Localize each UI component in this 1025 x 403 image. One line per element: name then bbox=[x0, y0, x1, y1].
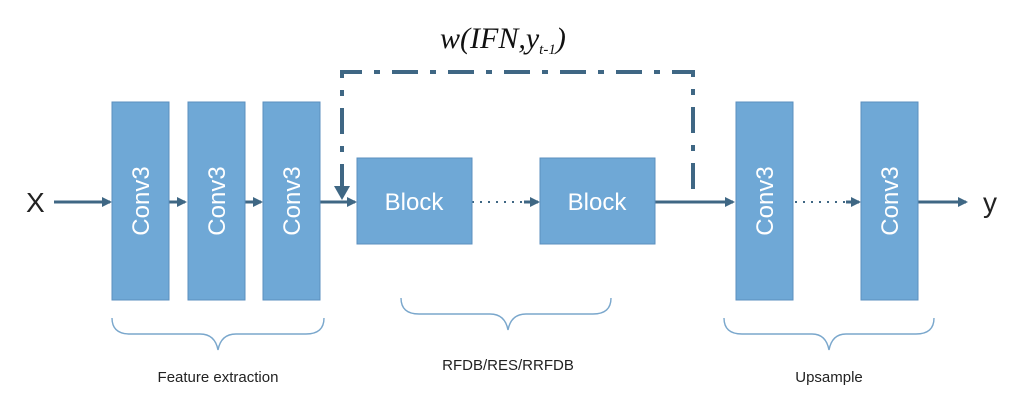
conv3-box-upsample-2: Conv3 bbox=[860, 101, 919, 301]
skip-connection-dashed bbox=[340, 70, 695, 202]
output-label: y bbox=[983, 187, 997, 218]
conv3-label-feature-2: Conv3 bbox=[204, 166, 231, 235]
conv3-label-feature-1: Conv3 bbox=[128, 166, 155, 235]
brace-feature-extraction bbox=[111, 317, 325, 351]
input-label: X bbox=[26, 187, 45, 218]
conv3-label-feature-3: Conv3 bbox=[279, 166, 306, 235]
skip-connection-arrowhead bbox=[334, 186, 350, 200]
formula-var: y bbox=[523, 22, 540, 55]
group-label-blocks: RFDB/RES/RRFDB bbox=[442, 357, 574, 374]
formula-suffix: ) bbox=[554, 22, 566, 55]
group-label-feature-extraction: Feature extraction bbox=[158, 369, 279, 386]
block-label-2: Block bbox=[568, 189, 628, 216]
skip-connection-formula: w(IFN,yt-1) bbox=[440, 22, 566, 58]
brace-blocks bbox=[400, 297, 612, 331]
conv3-box-feature-1: Conv3 bbox=[111, 101, 170, 301]
conv3-label-upsample-2: Conv3 bbox=[877, 166, 904, 235]
block-box-2: Block bbox=[539, 157, 656, 245]
brace-upsample bbox=[723, 317, 935, 351]
block-box-1: Block bbox=[356, 157, 473, 245]
conv3-box-feature-3: Conv3 bbox=[262, 101, 321, 301]
block-label-1: Block bbox=[385, 189, 445, 216]
formula-prefix: w(IFN, bbox=[440, 22, 526, 55]
conv3-box-upsample-1: Conv3 bbox=[735, 101, 794, 301]
group-label-upsample: Upsample bbox=[795, 369, 863, 386]
conv3-label-upsample-1: Conv3 bbox=[752, 166, 779, 235]
conv3-box-feature-2: Conv3 bbox=[187, 101, 246, 301]
formula-sub: t-1 bbox=[539, 42, 556, 58]
